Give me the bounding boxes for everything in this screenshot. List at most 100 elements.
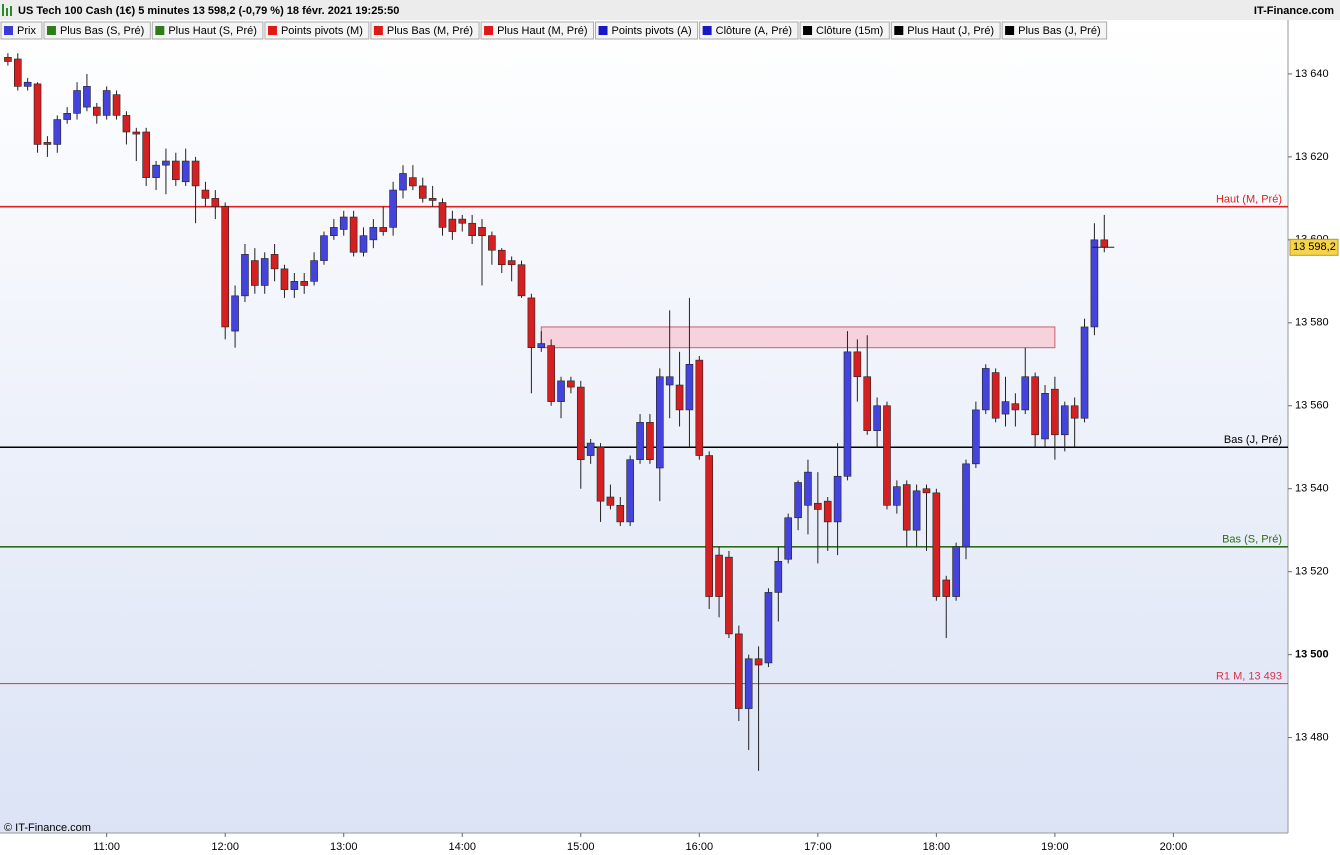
candle-body: [497, 249, 506, 266]
legend-swatch: [4, 26, 13, 35]
candle-body: [784, 517, 793, 560]
legend-label: Clôture (A, Pré): [716, 25, 792, 37]
legend-label: Points pivots (M): [281, 25, 363, 37]
legend-swatch: [267, 26, 277, 35]
candle-body: [488, 235, 496, 251]
candle-body: [567, 380, 575, 388]
candle-body: [1021, 376, 1030, 411]
x-tick-label: 14:00: [448, 841, 476, 853]
y-tick-label: 13 480: [1295, 732, 1329, 744]
candle-body: [320, 235, 328, 261]
x-tick-label: 13:00: [330, 841, 358, 853]
candle-body: [636, 422, 644, 460]
candle-body: [1041, 393, 1049, 440]
candle-body: [833, 475, 842, 523]
candle-body: [656, 376, 664, 469]
candle-body: [221, 206, 230, 328]
candle-body: [63, 113, 71, 120]
legend-swatch: [46, 26, 56, 35]
brand: IT-Finance.com: [1254, 5, 1334, 17]
candle-body: [981, 368, 990, 411]
x-tick-label: 11:00: [93, 841, 120, 853]
candle-body: [606, 496, 615, 506]
candle-body: [330, 227, 338, 236]
legend-label: Plus Haut (M, Pré): [497, 25, 587, 37]
candle-body: [290, 281, 299, 290]
candle-body: [122, 115, 131, 133]
candle-body: [73, 90, 81, 114]
x-tick-label: 18:00: [923, 841, 951, 853]
candle-body: [181, 160, 190, 183]
candle-body: [547, 345, 555, 402]
candle-body: [102, 90, 111, 116]
legend-box: [890, 21, 1001, 40]
candle-body: [557, 380, 565, 402]
legend-item: Plus Haut (M, Pré): [480, 21, 595, 40]
candle-body: [517, 264, 526, 297]
candle-body: [942, 579, 951, 597]
candle-body: [537, 343, 546, 348]
legend-label: Points pivots (A): [612, 25, 692, 37]
legend-item: Plus Bas (J, Pré): [1001, 21, 1108, 40]
candle-body: [13, 58, 22, 87]
candle-body: [902, 484, 911, 531]
legend-box: [264, 21, 370, 40]
candle-body: [1100, 239, 1109, 248]
legend-item: Points pivots (M): [264, 21, 370, 40]
candle-body: [300, 281, 309, 286]
candle-body: [794, 482, 802, 519]
candle-body: [132, 131, 141, 135]
legend-label: Plus Haut (S, Pré): [168, 25, 257, 37]
legend-item: Plus Bas (M, Pré): [370, 21, 480, 40]
candle-body: [962, 463, 970, 548]
x-tick-label: 15:00: [567, 841, 595, 853]
candle-body: [1031, 376, 1039, 436]
candle-body: [863, 376, 872, 431]
level-label: Bas (J, Pré): [1224, 434, 1282, 446]
candle-body: [883, 405, 891, 506]
legend-box: [1001, 21, 1108, 40]
candle-body: [112, 94, 121, 116]
candle-body: [260, 258, 269, 286]
legend-swatch: [702, 26, 712, 35]
candle-body: [893, 486, 901, 506]
candle-body: [428, 198, 437, 201]
legend-box: [151, 21, 264, 40]
last-price-label: 13 598,2: [1293, 241, 1336, 253]
legend-box: [370, 21, 480, 40]
level-label: Haut (M, Pré): [1216, 194, 1282, 206]
candle-body: [152, 164, 160, 178]
candle-body: [369, 227, 378, 241]
legend-swatch: [894, 26, 904, 35]
candle-body: [280, 268, 289, 290]
candle-body: [626, 459, 634, 523]
candle-body: [873, 405, 881, 431]
last-price-box: [1289, 238, 1339, 256]
y-tick-label: 13 640: [1295, 68, 1329, 80]
candle-body: [1051, 388, 1059, 436]
candle-body: [399, 173, 407, 191]
level-label: Bas (S, Pré): [1222, 534, 1282, 546]
candle-body: [349, 216, 358, 253]
candle-body: [438, 202, 447, 228]
candle-body: [1080, 326, 1089, 419]
candle-body: [952, 546, 960, 597]
legend-box: [43, 21, 151, 40]
candle-body: [725, 556, 733, 635]
zone: [540, 326, 1056, 349]
y-tick-label: 13 540: [1295, 483, 1329, 495]
candle-body: [201, 189, 210, 199]
legend-item: Clôture (15m): [799, 21, 890, 40]
candle-body: [774, 561, 783, 593]
candle-body: [1001, 401, 1010, 415]
candle-body: [1011, 403, 1020, 411]
title-bar: [0, 0, 1340, 20]
candle-body: [4, 57, 12, 62]
candle-body: [33, 83, 42, 145]
candle-body: [735, 633, 743, 709]
candle-body: [705, 455, 713, 597]
candle-body: [379, 227, 388, 232]
candle-body: [912, 490, 921, 531]
